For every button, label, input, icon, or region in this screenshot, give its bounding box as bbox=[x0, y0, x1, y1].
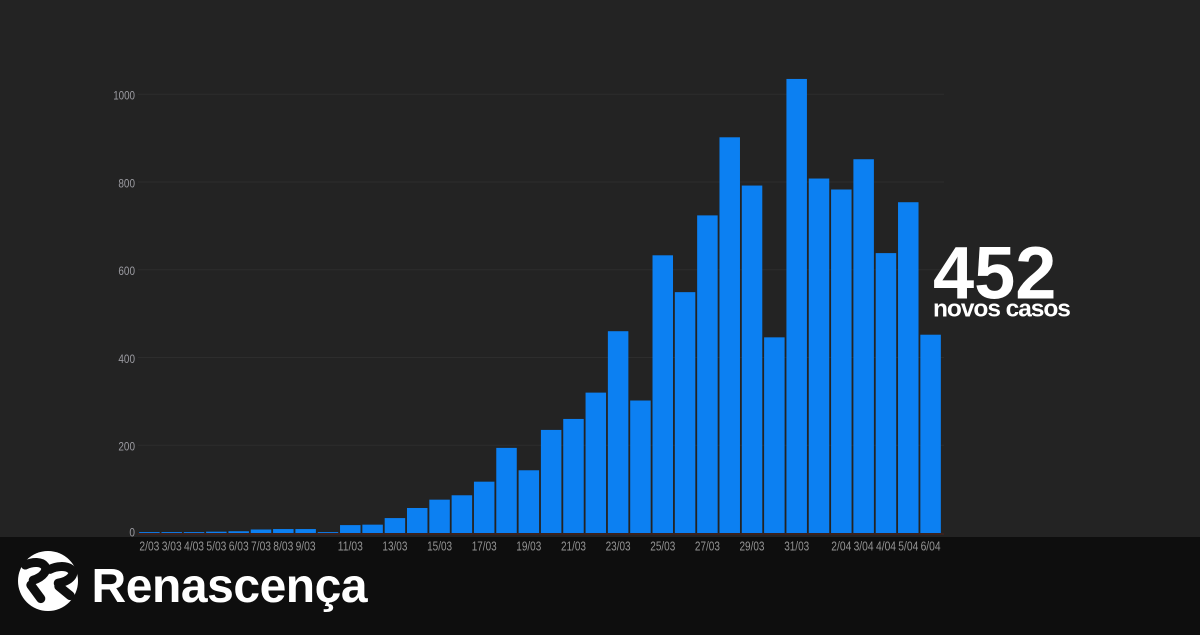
svg-text:27/03: 27/03 bbox=[695, 538, 720, 553]
svg-text:2/04: 2/04 bbox=[831, 538, 851, 553]
svg-text:2/03: 2/03 bbox=[139, 538, 159, 553]
svg-text:31/03: 31/03 bbox=[784, 538, 809, 553]
svg-text:5/04: 5/04 bbox=[898, 538, 918, 553]
svg-text:3/04: 3/04 bbox=[854, 538, 874, 553]
svg-text:4/03: 4/03 bbox=[184, 538, 204, 553]
svg-text:1000: 1000 bbox=[113, 89, 135, 103]
svg-text:25/03: 25/03 bbox=[650, 538, 675, 553]
svg-text:9/03: 9/03 bbox=[296, 538, 316, 553]
svg-text:23/03: 23/03 bbox=[606, 538, 631, 553]
svg-text:11/03: 11/03 bbox=[338, 538, 363, 553]
svg-text:452: 452 bbox=[933, 232, 1056, 315]
svg-text:4/04: 4/04 bbox=[876, 538, 896, 553]
svg-text:7/03: 7/03 bbox=[251, 538, 271, 553]
svg-text:6/03: 6/03 bbox=[229, 538, 249, 553]
svg-text:novos casos: novos casos bbox=[933, 296, 1070, 323]
svg-text:8/03: 8/03 bbox=[273, 538, 293, 553]
svg-text:29/03: 29/03 bbox=[740, 538, 765, 553]
svg-text:400: 400 bbox=[118, 352, 135, 366]
svg-text:600: 600 bbox=[118, 264, 135, 278]
svg-text:Renascença: Renascença bbox=[92, 560, 368, 613]
svg-text:5/03: 5/03 bbox=[206, 538, 226, 553]
svg-text:6/04: 6/04 bbox=[921, 538, 941, 553]
svg-text:0: 0 bbox=[129, 525, 135, 539]
svg-text:200: 200 bbox=[118, 440, 135, 454]
svg-text:17/03: 17/03 bbox=[472, 538, 497, 553]
svg-text:15/03: 15/03 bbox=[427, 538, 452, 553]
svg-text:19/03: 19/03 bbox=[516, 538, 541, 553]
svg-text:21/03: 21/03 bbox=[561, 538, 586, 553]
svg-text:3/03: 3/03 bbox=[162, 538, 182, 553]
svg-text:800: 800 bbox=[118, 176, 135, 190]
svg-text:13/03: 13/03 bbox=[382, 538, 407, 553]
